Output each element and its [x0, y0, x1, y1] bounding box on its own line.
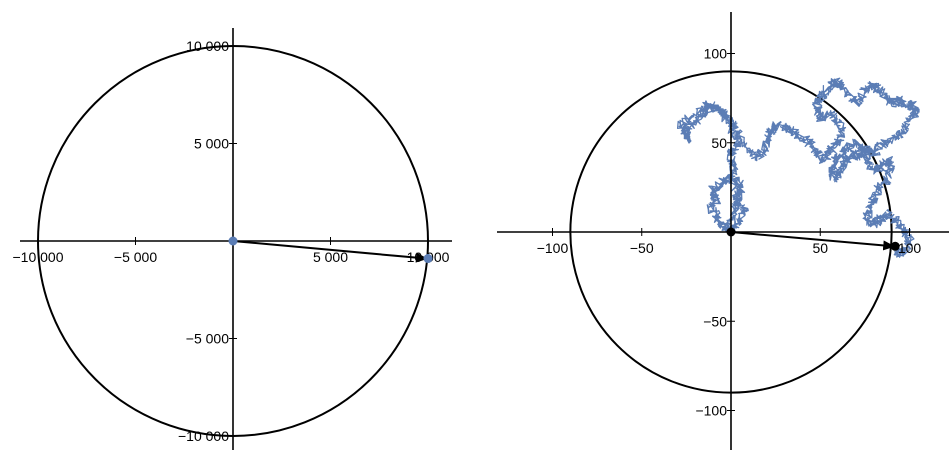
y-tick-label: 50 [711, 135, 727, 151]
y-tick-label: 5 000 [194, 136, 229, 152]
x-tick-label: −5 000 [114, 249, 157, 265]
y-tick-label: −5 000 [186, 331, 229, 347]
arrow [730, 231, 896, 251]
y-tick-label: −100 [695, 403, 727, 419]
x-tick-label: 100 [898, 240, 922, 256]
arrow [232, 240, 428, 263]
x-tick-label: −100 [537, 240, 569, 256]
y-tick-label: −10 000 [178, 428, 229, 444]
x-tick-label: 5 000 [313, 249, 348, 265]
right-plot: −100 −50 50 100 100 50 −50 −100 [497, 12, 949, 450]
x-tick-label: 50 [812, 240, 828, 256]
x-tick-label: −50 [630, 240, 654, 256]
origin-point [726, 227, 736, 237]
x-tick-label: −10 000 [13, 249, 64, 265]
y-tick-label: 10 000 [186, 38, 229, 54]
end-point [423, 254, 433, 264]
end-point [890, 241, 900, 251]
y-tick-label: −50 [703, 313, 727, 329]
y-tick-label: 100 [704, 46, 728, 62]
origin-point [228, 236, 238, 246]
random-walk-path [676, 77, 920, 258]
